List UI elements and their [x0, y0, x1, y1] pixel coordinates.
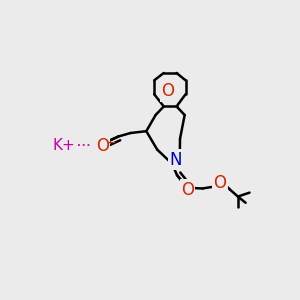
Text: K+: K+: [53, 138, 76, 153]
Text: −: −: [106, 137, 117, 150]
Text: N: N: [169, 151, 182, 169]
Text: O: O: [214, 174, 226, 192]
Text: O: O: [181, 181, 194, 199]
Text: O: O: [161, 82, 174, 100]
Text: O: O: [96, 137, 109, 155]
